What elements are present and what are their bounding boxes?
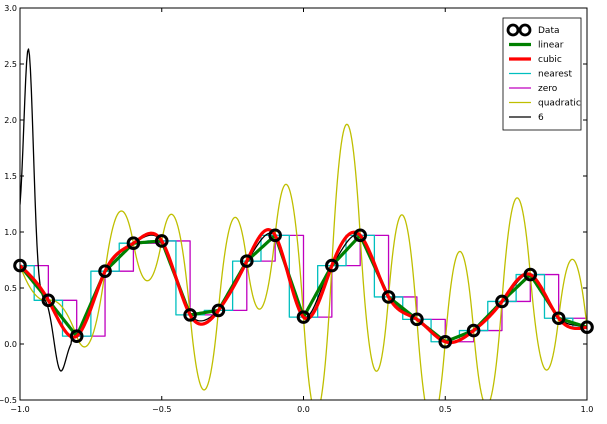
- y-tick-label: −0.5: [0, 396, 17, 405]
- x-tick-label: 0.0: [297, 405, 310, 414]
- data-point: [126, 236, 141, 250]
- data-point: [551, 311, 566, 326]
- axes-frame: [19, 7, 588, 401]
- x-tick-label: 0.5: [439, 405, 452, 414]
- data-point: [325, 258, 339, 273]
- legend-label: cubic: [538, 55, 562, 65]
- data-point: [98, 264, 112, 279]
- legend-label: quadratic: [538, 99, 581, 109]
- x-tick-label: 1.0: [581, 405, 594, 414]
- data-point: [523, 267, 538, 282]
- y-tick-label: 3.0: [4, 4, 17, 13]
- data-point: [410, 312, 424, 327]
- data-point: [296, 310, 311, 324]
- y-tick-label: 0.0: [4, 340, 17, 349]
- data-point: [154, 234, 169, 248]
- data-point: [41, 293, 56, 308]
- y-tick-label: 2.5: [4, 60, 17, 69]
- y-tick-label: 1.0: [4, 228, 17, 237]
- data-point: [211, 303, 226, 318]
- legend: Data linear cubic nearest zero quadratic 6: [502, 17, 582, 131]
- legend-marker-data: [518, 23, 532, 37]
- legend-label: 6: [538, 113, 544, 123]
- data-point: [69, 329, 84, 343]
- legend-label: linear: [538, 41, 564, 51]
- legend-label: nearest: [538, 70, 572, 80]
- x-tick-label: −0.5: [152, 405, 171, 414]
- data-point: [381, 290, 396, 304]
- series-line-cubic: [20, 228, 587, 345]
- data-point: [268, 228, 282, 243]
- data-point: [353, 228, 368, 243]
- axes: −1.0 −0.5 0.0 0.5 1.0−0.50.00.51.01.52.02.53…: [0, 4, 593, 414]
- data-point: [495, 294, 509, 309]
- x-tick-label: −1.0: [10, 405, 29, 414]
- data-point: [240, 254, 254, 268]
- legend-label: zero: [538, 84, 558, 94]
- y-tick-label: 2.0: [4, 116, 17, 125]
- legend-label: Data: [538, 26, 560, 36]
- legend-marker-data: [506, 23, 520, 37]
- plot-area: [13, 48, 594, 400]
- y-tick-label: 0.5: [4, 284, 17, 293]
- y-tick-label: 1.5: [4, 172, 17, 181]
- data-point: [438, 334, 453, 349]
- data-point: [466, 323, 481, 338]
- data-point: [183, 308, 197, 322]
